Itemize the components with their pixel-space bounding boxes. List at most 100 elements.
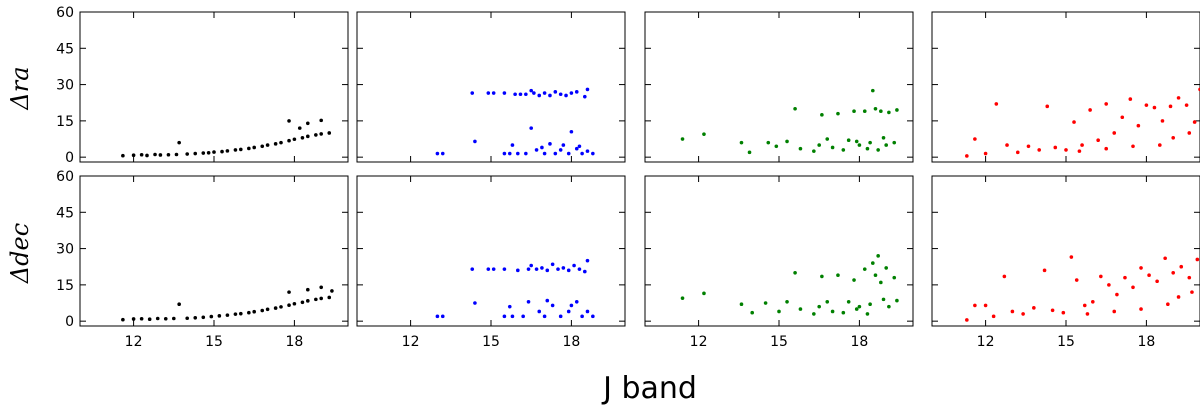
x-axis-label: J band [601,371,697,406]
data-point [585,309,590,314]
data-point [287,119,291,123]
data-point [534,148,539,152]
data-point [580,314,584,319]
data-point [273,142,278,146]
data-point [1015,150,1020,155]
data-point [545,268,550,273]
data-point [561,266,566,270]
x-tick-label: 18 [562,334,580,350]
data-point [574,300,579,304]
data-point [680,296,685,300]
data-point [225,149,230,153]
panel-frame [356,175,626,327]
data-point [273,306,278,310]
data-point [545,298,550,303]
data-point [553,90,558,94]
data-point [774,144,779,149]
data-point [1120,115,1125,120]
data-point [201,315,206,320]
data-point [1144,103,1149,107]
data-point [566,268,571,273]
data-point [510,143,515,147]
data-point [973,303,977,308]
data-point [502,151,507,156]
data-point [287,303,291,307]
data-point [529,126,533,130]
data-point [440,314,445,319]
data-point [1136,123,1141,128]
data-point [854,307,859,311]
x-tick-label: 15 [770,334,788,350]
panel-black-ra: 0 15 30 45 60 [56,5,349,166]
data-point [435,151,440,156]
data-point [846,300,851,304]
data-point [702,132,706,136]
y-tick-label: 0 [65,314,74,330]
data-point [1179,264,1184,269]
data-point [583,269,587,274]
data-point [747,150,752,155]
data-point [564,93,568,98]
data-point [591,151,595,156]
data-point [193,151,198,156]
data-point [887,304,891,309]
data-point [206,151,211,155]
data-point [1171,270,1175,275]
data-point [524,92,528,97]
data-point [868,302,872,307]
panel-blue-dec: 12 15 18 [356,175,626,350]
data-point [548,93,552,98]
panel-frame [644,11,914,163]
data-point [1002,274,1007,279]
data-point [233,148,238,152]
data-point [558,314,563,319]
data-point [185,152,189,156]
data-point [817,304,821,309]
data-point [1184,103,1189,107]
data-point [750,310,754,315]
data-point [879,280,883,285]
data-point [1074,278,1079,282]
data-point [147,317,152,322]
data-point [865,312,870,316]
data-point [1187,131,1192,135]
panel-green-dec: 12 15 18 [644,175,914,350]
data-point [319,285,324,290]
data-point [561,143,566,147]
y-tick-label: 0 [65,150,74,166]
data-point [292,301,297,306]
y-tick-label: 15 [56,114,74,130]
data-point [1155,279,1159,284]
data-point [1166,302,1170,307]
data-point [532,91,536,95]
data-point [583,94,587,99]
data-point [502,314,507,319]
data-point [306,287,310,292]
data-point [763,301,768,305]
data-point [486,91,491,95]
y-tick-label: 30 [56,78,74,94]
data-point [300,300,305,305]
data-point [895,108,899,112]
data-point [314,297,318,302]
data-point [540,266,544,270]
y-tick-label: 45 [56,41,74,57]
data-point [121,317,125,322]
panel-red-ra [931,11,1200,163]
data-point [486,267,491,271]
data-point [1176,96,1181,100]
data-point [306,134,310,139]
data-point [574,146,579,151]
data-point [177,140,181,145]
data-point [873,106,878,111]
data-point [491,267,496,271]
data-point [1158,143,1162,147]
data-point [580,151,584,156]
x-tick-label: 12 [402,334,420,350]
data-point [1032,306,1036,310]
data-point [965,154,969,158]
data-point [548,142,552,146]
data-point [225,313,230,317]
data-point [217,314,222,318]
data-point [1021,312,1025,316]
